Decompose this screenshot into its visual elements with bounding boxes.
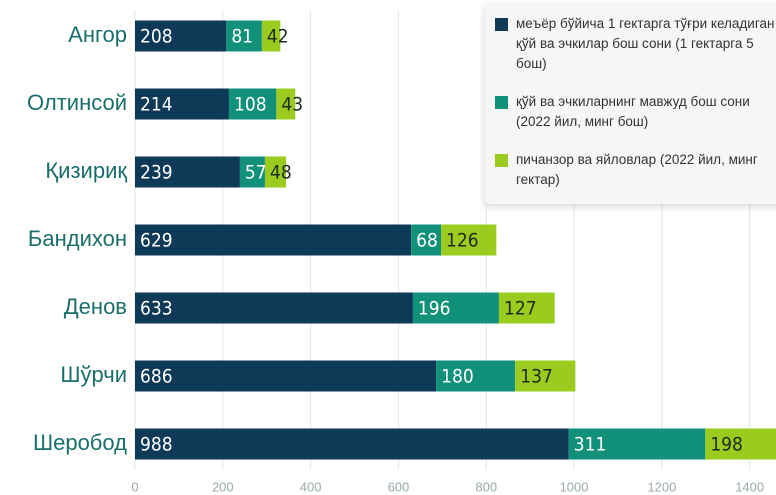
x-tick-label: 1400 (735, 479, 764, 494)
data-label: 81 (231, 26, 253, 48)
x-tick-label: 600 (388, 479, 410, 494)
category-label: Бандихон (28, 226, 127, 251)
bar-segment (498, 292, 555, 324)
data-label: 48 (270, 162, 292, 184)
category-label: Шўрчи (60, 362, 127, 387)
category-label: Олтинсой (27, 90, 127, 115)
data-label: 43 (281, 94, 303, 116)
category-label: Шеробод (33, 430, 127, 455)
legend-swatch (495, 154, 508, 167)
x-tick-label: 200 (212, 479, 234, 494)
bar-segment (239, 156, 265, 188)
legend-item: қўй ва эчкиларнинг мавжуд бош сони (2022… (495, 92, 775, 132)
bar-segment (441, 224, 497, 256)
plot-area: 208 81 42 214 108 43 239 57 48 629 68 126 633 196 127 6… (134, 10, 776, 470)
legend: меъёр бўйича 1 гектарга тўғри келадиган … (485, 4, 776, 204)
data-label: 127 (504, 298, 537, 320)
data-label: 126 (446, 230, 479, 252)
bar-segment (135, 224, 412, 256)
legend-label: меъёр бўйича 1 гектарга тўғри келадиган … (516, 16, 775, 71)
data-label: 311 (574, 434, 607, 456)
bar-segment (261, 20, 281, 52)
data-label: 633 (140, 298, 173, 320)
x-tick-label: 1000 (560, 479, 589, 494)
bar-segment (135, 156, 240, 188)
legend-swatch (495, 18, 508, 31)
bar-segment (135, 88, 229, 120)
data-label: 214 (140, 94, 173, 116)
bar-segment (705, 428, 776, 460)
x-tick-label: 800 (475, 479, 497, 494)
data-label: 108 (234, 94, 267, 116)
data-label: 686 (140, 366, 173, 388)
legend-item: меъёр бўйича 1 гектарга тўғри келадиган … (495, 14, 775, 74)
data-label: 137 (520, 366, 553, 388)
data-label: 198 (710, 434, 743, 456)
bar-segment (135, 292, 413, 324)
legend-item: пичанзор ва яйловлар (2022 йил, минг гек… (495, 150, 775, 190)
bar-segment (264, 156, 287, 188)
data-label: 180 (441, 366, 474, 388)
data-label: 196 (418, 298, 451, 320)
x-tick-label: 0 (131, 479, 138, 494)
bar-segment (568, 428, 706, 460)
data-label: 629 (140, 230, 173, 252)
data-label: 239 (140, 162, 173, 184)
data-label: 208 (140, 26, 173, 48)
bar-segment (412, 292, 499, 324)
x-tick-label: 1200 (647, 479, 676, 494)
x-tick-label: 400 (300, 479, 322, 494)
bar-segment (515, 360, 576, 392)
bar-segment (135, 360, 437, 392)
legend-swatch (495, 96, 508, 109)
data-label: 68 (416, 230, 438, 252)
category-label: Ангор (68, 22, 127, 47)
bar-segment (135, 20, 227, 52)
category-label: Денов (64, 294, 127, 319)
legend-label: пичанзор ва яйловлар (2022 йил, минг гек… (516, 152, 758, 187)
bar-segment (226, 20, 262, 52)
legend-label: қўй ва эчкиларнинг мавжуд бош сони (2022… (516, 94, 750, 129)
bar-segment (411, 224, 442, 256)
bar-segment (436, 360, 516, 392)
data-label: 57 (245, 162, 267, 184)
category-label: Қизириқ (45, 158, 127, 183)
data-label: 42 (267, 26, 289, 48)
bar-segment (276, 88, 296, 120)
bar-segment (228, 88, 277, 120)
bar-segment (135, 428, 569, 460)
data-label: 988 (140, 434, 173, 456)
